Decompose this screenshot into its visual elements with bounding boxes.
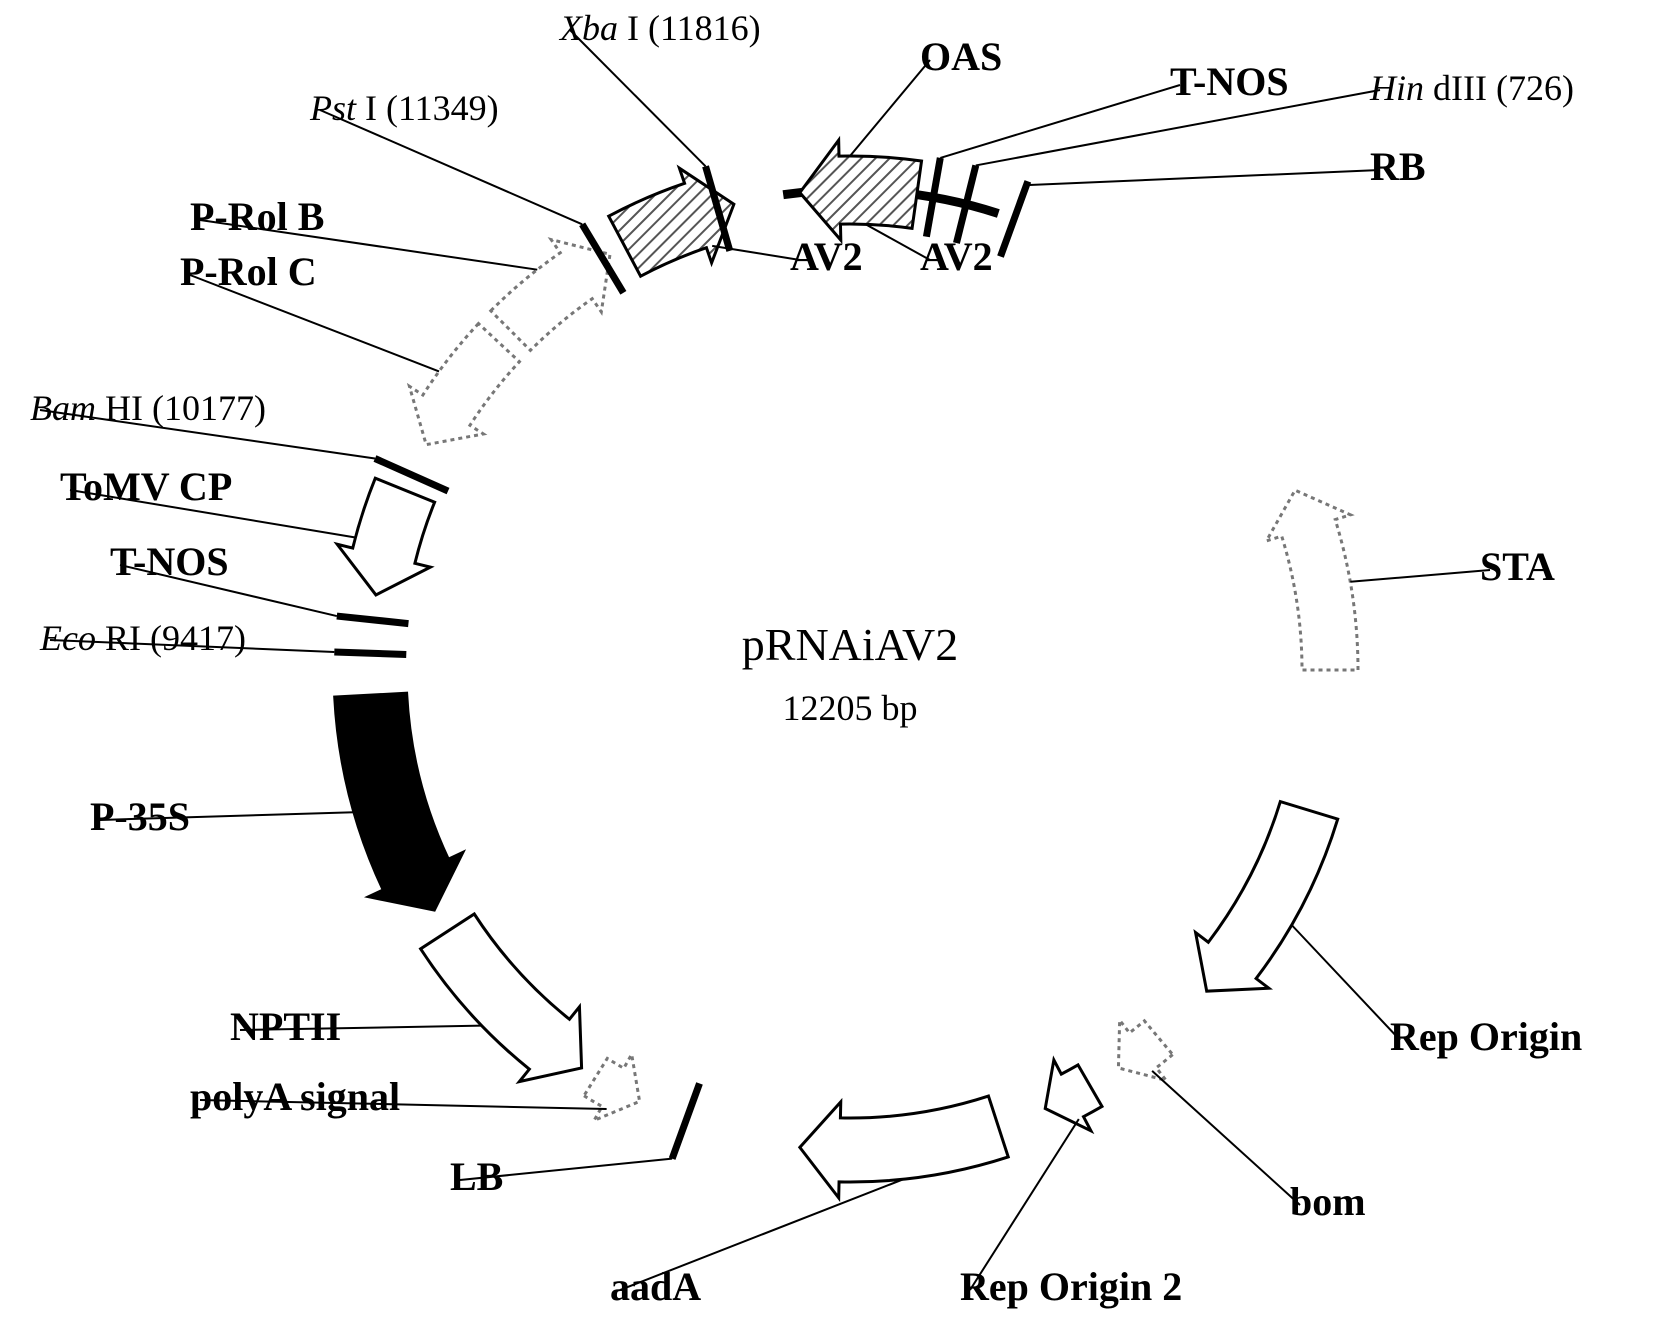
label-prolc: P-Rol C [180, 249, 317, 294]
feature-prolc [409, 324, 519, 445]
label-lb: LB [450, 1154, 503, 1199]
leader-bom [1152, 1071, 1300, 1205]
label-site_ecori: Eco RI (9417) [39, 618, 246, 658]
plasmid-map: Xba I (11816) OAS T-NOS Hin dIII (726) RB Pst… [0, 0, 1667, 1341]
tick-lb [672, 1083, 699, 1158]
leader-site_xbai [570, 30, 706, 166]
feature-av2_right [800, 140, 922, 240]
leader-tnos_r [940, 85, 1180, 158]
feature-repor [1196, 802, 1338, 992]
plasmid-size: 12205 bp [783, 688, 918, 728]
label-nptii: NPTII [230, 1004, 341, 1049]
label-tnos_r: T-NOS [1170, 59, 1289, 104]
label-tomvcp: ToMV CP [60, 464, 232, 509]
feature-polya [584, 1054, 640, 1120]
feature-p35s [335, 693, 463, 910]
tick-rb [1000, 181, 1027, 256]
label-sta: STA [1480, 544, 1555, 589]
feature-repor2 [1045, 1060, 1102, 1131]
label-site_xbai: Xba I (11816) [558, 8, 761, 48]
leader-av2_left [712, 246, 800, 260]
label-aada: aadA [610, 1264, 701, 1309]
feature-aada [800, 1096, 1008, 1198]
label-bom: bom [1290, 1179, 1366, 1224]
leader-oas [850, 60, 930, 156]
feature-prolb [491, 240, 610, 351]
feature-av2_left [609, 168, 734, 276]
label-rb: RB [1370, 144, 1426, 189]
label-tnos_l: T-NOS [110, 539, 229, 584]
label-repor2: Rep Origin 2 [960, 1264, 1182, 1309]
feature-nptii [421, 914, 582, 1082]
leader-repor [1292, 925, 1400, 1040]
tick-site_ecori [334, 652, 406, 655]
label-repor: Rep Origin [1390, 1014, 1582, 1059]
plasmid-name: pRNAiAV2 [742, 619, 958, 670]
label-av2_right: AV2 [920, 234, 993, 279]
feature-sta [1266, 490, 1358, 670]
feature-bom [1118, 1020, 1172, 1080]
label-polya: polyA signal [190, 1074, 400, 1119]
tick-tnos_l [337, 616, 409, 624]
label-av2_left: AV2 [790, 234, 863, 279]
leader-sta [1350, 570, 1490, 582]
label-prolb: P-Rol B [190, 194, 324, 239]
label-oas: OAS [920, 34, 1002, 79]
label-site_bamhi: Bam HI (10177) [30, 388, 266, 428]
label-site_hind: Hin dIII (726) [1369, 68, 1574, 108]
label-site_psti: Pst I (11349) [309, 88, 499, 128]
leader-rb [1026, 170, 1380, 185]
label-p35s: P-35S [90, 794, 190, 839]
